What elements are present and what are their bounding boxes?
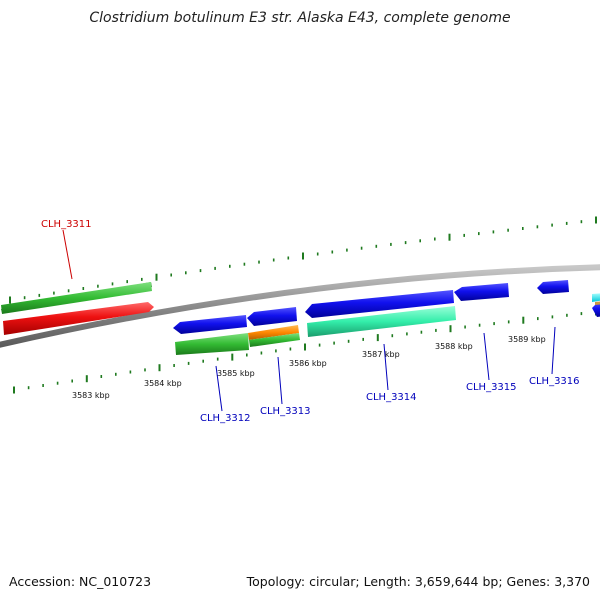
cds-feature[interactable] xyxy=(1,282,152,314)
gene-feature[interactable] xyxy=(3,302,154,335)
accession-label: Accession: NC_010723 xyxy=(9,574,152,589)
gene-CLH_3311-group[interactable] xyxy=(1,282,154,335)
axis-label: 3587 kbp xyxy=(362,350,400,359)
gene-label-CLH_3313[interactable]: CLH_3313 xyxy=(260,406,311,417)
axis-label: 3586 kbp xyxy=(289,359,327,368)
cds-feature[interactable] xyxy=(249,333,300,347)
gene-offscreen-group[interactable] xyxy=(592,293,600,317)
axis-label: 3589 kbp xyxy=(508,335,546,344)
genome-backbone xyxy=(0,264,600,348)
gene-feature[interactable] xyxy=(173,315,247,334)
axis-label: 3585 kbp xyxy=(217,369,255,378)
gene-CLH_3314-group[interactable] xyxy=(305,290,456,337)
leader-line xyxy=(383,343,389,391)
leader-line xyxy=(215,365,223,412)
gene-feature[interactable] xyxy=(305,290,454,318)
gene-label-CLH_3314[interactable]: CLH_3314 xyxy=(366,392,417,403)
gene-feature[interactable] xyxy=(454,283,509,301)
gene-label-CLH_3315[interactable]: CLH_3315 xyxy=(466,382,517,393)
gene-CLH_3315-group[interactable] xyxy=(454,283,509,301)
gene-label-CLH_3316[interactable]: CLH_3316 xyxy=(529,376,580,387)
genome-summary: Topology: circular; Length: 3,659,644 bp… xyxy=(246,574,590,589)
outer-tick-track xyxy=(9,216,597,304)
leader-line xyxy=(277,356,283,405)
gene-feature[interactable] xyxy=(595,301,600,305)
gene-feature[interactable] xyxy=(247,307,297,326)
axis-label: 3588 kbp xyxy=(435,342,473,351)
gene-label-CLH_3312[interactable]: CLH_3312 xyxy=(200,413,251,424)
gene-label-CLH_3311[interactable]: CLH_3311 xyxy=(41,219,92,230)
leader-line xyxy=(551,326,556,375)
cds-feature[interactable] xyxy=(307,306,456,337)
gene-CLH_3312-group[interactable] xyxy=(173,315,249,355)
cds-feature[interactable] xyxy=(248,325,299,340)
gene-CLH_3316-group[interactable] xyxy=(537,280,569,294)
axis-label: 3583 kbp xyxy=(72,391,110,400)
leader-line xyxy=(483,332,490,381)
leader-line xyxy=(62,229,73,280)
cds-feature[interactable] xyxy=(175,333,249,355)
gene-feature[interactable] xyxy=(537,280,569,294)
axis-label: 3584 kbp xyxy=(144,379,182,388)
gene-feature[interactable] xyxy=(592,293,600,302)
gene-feature[interactable] xyxy=(592,302,600,317)
gene-CLH_3313-group[interactable] xyxy=(247,307,300,347)
map-title: Clostridium botulinum E3 str. Alaska E43… xyxy=(89,10,511,26)
